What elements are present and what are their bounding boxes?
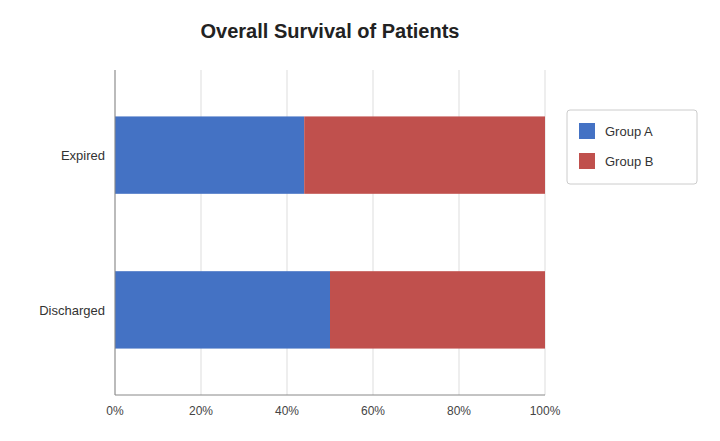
x-tick-label: 40% (275, 404, 299, 418)
x-axis-line (115, 395, 545, 396)
x-tick-label: 60% (361, 404, 385, 418)
y-tick-label: Expired (61, 148, 105, 163)
x-tick-label: 20% (189, 404, 213, 418)
legend-label: Group B (605, 154, 653, 169)
x-tick-label: 80% (447, 404, 471, 418)
title: Overall Survival of Patients (201, 20, 460, 42)
y-axis-line (115, 70, 116, 395)
x-tick-label: 100% (530, 404, 561, 418)
grid (115, 70, 545, 395)
legend: Group A Group B (567, 110, 697, 184)
legend-swatch (579, 153, 595, 169)
chart-container: Overall Survival of Patients 0% 20% 40% 60% 8… (0, 0, 720, 441)
legend-label: Group A (605, 124, 653, 139)
x-tick-label: 0% (106, 404, 124, 418)
chart: Overall Survival of Patients 0% 20% 40% 60% 8… (0, 0, 720, 441)
grid-line (115, 70, 116, 395)
bars (115, 116, 545, 348)
bar (330, 271, 545, 348)
y-tick-label: Discharged (39, 303, 105, 318)
bar (115, 271, 330, 348)
bar (115, 116, 304, 193)
legend-frame (567, 110, 697, 184)
bar (304, 116, 545, 193)
legend-swatch (579, 123, 595, 139)
